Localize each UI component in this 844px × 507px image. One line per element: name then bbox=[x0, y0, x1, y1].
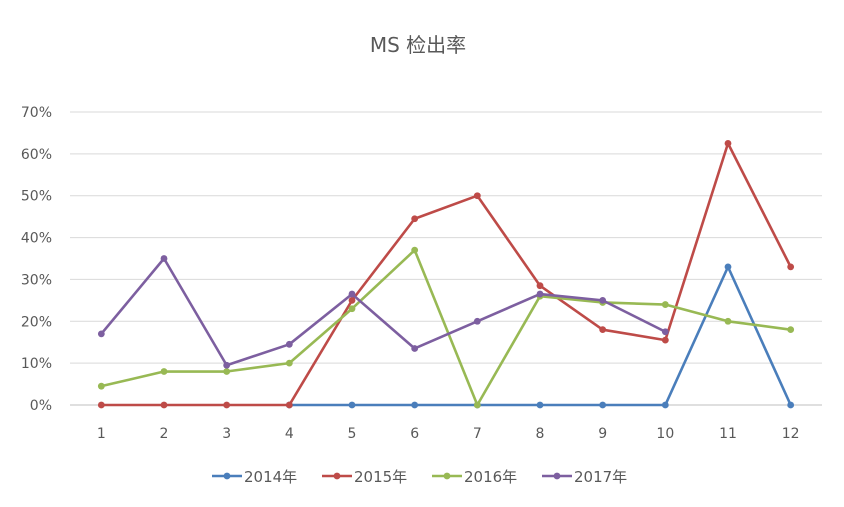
series-1 bbox=[285, 263, 795, 409]
data-point bbox=[536, 282, 544, 290]
y-tick-label: 60% bbox=[21, 147, 52, 163]
data-point bbox=[536, 290, 544, 298]
data-point bbox=[223, 368, 231, 375]
legend-swatch-marker bbox=[553, 472, 561, 480]
data-point bbox=[661, 336, 669, 344]
data-point bbox=[285, 401, 293, 409]
gridlines bbox=[70, 111, 822, 406]
data-point bbox=[223, 361, 231, 369]
legend-item: 2014年 bbox=[212, 468, 297, 486]
data-point bbox=[724, 263, 732, 271]
data-point bbox=[787, 263, 795, 271]
legend-swatch-marker bbox=[223, 472, 231, 480]
data-point bbox=[536, 401, 544, 409]
legend-swatch-marker bbox=[333, 472, 341, 480]
data-point bbox=[160, 255, 168, 262]
data-point bbox=[348, 305, 356, 313]
series-group bbox=[97, 139, 795, 409]
chart-title: MS 检出率 bbox=[370, 33, 466, 57]
x-tick-label: 2 bbox=[160, 426, 169, 442]
data-point bbox=[348, 290, 356, 298]
data-point bbox=[661, 328, 669, 336]
x-tick-label: 3 bbox=[222, 426, 231, 442]
y-tick-label: 40% bbox=[21, 231, 52, 247]
legend: 2014年 2015年 2016年 2017年 bbox=[212, 468, 627, 486]
x-tick-label: 10 bbox=[656, 426, 674, 442]
x-tick-label: 1 bbox=[97, 426, 106, 442]
data-point bbox=[411, 246, 419, 254]
data-point bbox=[348, 401, 356, 409]
y-tick-label: 30% bbox=[21, 272, 52, 288]
data-point bbox=[160, 401, 168, 409]
data-point bbox=[97, 401, 105, 409]
data-point bbox=[473, 317, 481, 325]
legend-label: 2014年 bbox=[244, 468, 297, 486]
series-2 bbox=[97, 139, 795, 409]
legend-label: 2015年 bbox=[354, 468, 407, 486]
y-tick-label: 50% bbox=[21, 189, 52, 205]
data-point bbox=[285, 340, 293, 348]
series-line bbox=[100, 257, 666, 367]
legend-item: 2017年 bbox=[542, 468, 627, 486]
data-point bbox=[599, 296, 607, 304]
x-tick-label: 7 bbox=[473, 426, 482, 442]
data-point bbox=[160, 368, 168, 375]
x-tick-label: 12 bbox=[782, 426, 800, 442]
y-tick-label: 10% bbox=[21, 356, 52, 372]
x-tick-label: 4 bbox=[285, 426, 294, 442]
legend-label: 2016年 bbox=[464, 468, 517, 486]
data-point bbox=[787, 401, 795, 409]
x-axis-ticks: 1 2 3 4 5 6 7 8 9 10 11 12 bbox=[97, 426, 800, 442]
legend-label: 2017年 bbox=[574, 468, 627, 486]
data-point bbox=[661, 401, 669, 409]
y-tick-label: 70% bbox=[21, 105, 52, 121]
x-tick-label: 11 bbox=[719, 426, 737, 442]
data-point bbox=[285, 359, 293, 367]
data-point bbox=[97, 382, 105, 390]
data-point bbox=[411, 215, 419, 223]
data-point bbox=[97, 330, 105, 338]
x-tick-label: 5 bbox=[348, 426, 357, 442]
data-point bbox=[724, 317, 732, 325]
x-tick-label: 6 bbox=[410, 426, 419, 442]
y-tick-label: 0% bbox=[30, 398, 52, 414]
series-3 bbox=[97, 246, 795, 409]
data-point bbox=[473, 192, 481, 200]
data-point bbox=[411, 401, 419, 409]
data-point bbox=[473, 401, 481, 409]
legend-item: 2016年 bbox=[432, 468, 517, 486]
y-tick-label: 20% bbox=[21, 314, 52, 330]
x-tick-label: 8 bbox=[536, 426, 545, 442]
data-point bbox=[223, 401, 231, 409]
y-axis-ticks: 0% 10% 20% 30% 40% 50% 60% 70% bbox=[21, 105, 52, 414]
data-point bbox=[661, 301, 669, 308]
legend-item: 2015年 bbox=[322, 468, 407, 486]
data-point bbox=[411, 345, 419, 352]
x-tick-label: 9 bbox=[598, 426, 607, 442]
series-line bbox=[101, 248, 791, 407]
data-point bbox=[724, 139, 732, 147]
series-4 bbox=[97, 255, 669, 369]
legend-swatch-marker bbox=[443, 472, 451, 480]
data-point bbox=[348, 296, 356, 304]
data-point bbox=[599, 326, 607, 334]
data-point bbox=[787, 326, 795, 334]
series-line bbox=[101, 142, 792, 407]
data-point bbox=[599, 401, 607, 409]
